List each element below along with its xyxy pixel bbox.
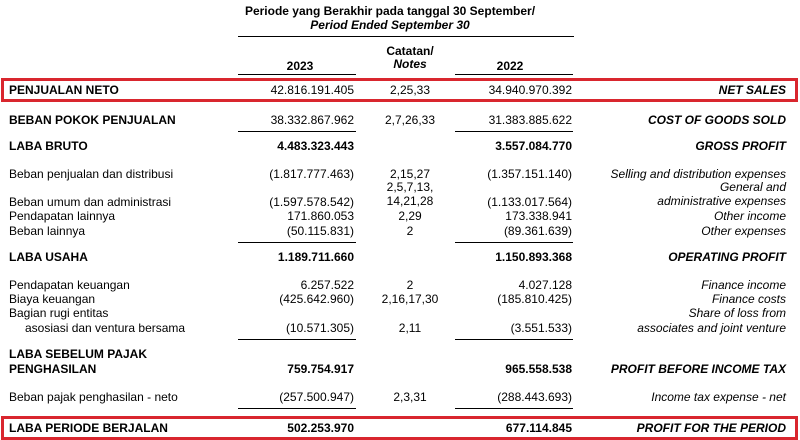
rule-tax-2023 xyxy=(238,408,356,409)
row-fin-income-notes: 2 xyxy=(406,278,414,292)
row-share-loss-2023: (10.571.305) xyxy=(285,321,354,335)
row-other-exp-2022: (89.361.639) xyxy=(503,224,572,238)
row-other-exp-en: Other expenses xyxy=(701,224,786,238)
row-operating-2023: 1.189.711.660 xyxy=(277,250,354,264)
row-cogs-en: COST OF GOODS SOLD xyxy=(647,113,786,127)
highlight-net-sales xyxy=(1,78,798,102)
row-fin-income-2023: 6.257.522 xyxy=(300,278,354,292)
row-pbt-en: PROFIT BEFORE INCOME TAX xyxy=(610,362,786,376)
row-net-profit-2022: 677.114.845 xyxy=(505,421,572,435)
row-tax-2022: (288.443.693) xyxy=(497,390,572,404)
row-fin-cost-en: Finance costs xyxy=(711,292,786,306)
row-pbt-2022: 965.558.538 xyxy=(505,362,572,376)
rule-cogs-2022 xyxy=(455,131,573,132)
header-rule xyxy=(238,36,574,37)
row-tax-label: Beban pajak penghasilan - neto xyxy=(9,390,178,404)
period-header-en: Period Ended September 30 xyxy=(310,18,470,32)
row-gross-2023: 4.483.323.443 xyxy=(277,139,354,153)
row-other-income-notes: 2,29 xyxy=(398,209,422,223)
row-other-exp-notes: 2 xyxy=(406,224,414,238)
row-selling-en: Selling and distribution expenses xyxy=(610,167,786,181)
row-selling-label: Beban penjualan dan distribusi xyxy=(9,167,174,181)
row-share-loss-label-1: Bagian rugi entitas xyxy=(9,306,109,320)
row-cogs-2022: 31.383.885.622 xyxy=(488,113,572,127)
row-admin-notes-1: 2,5,7,13, xyxy=(386,180,434,194)
row-share-loss-label-2: asosiasi dan ventura bersama xyxy=(25,321,186,335)
row-admin-2022: (1.133.017.564) xyxy=(487,195,572,209)
row-net-sales-notes: 2,25,33 xyxy=(389,83,431,97)
rule-cogs-2023 xyxy=(238,131,356,132)
row-fin-income-en: Finance income xyxy=(701,278,786,292)
row-share-loss-en-1: Share of loss from xyxy=(688,306,786,320)
row-pbt-2023: 759.754.917 xyxy=(287,362,354,376)
row-other-exp-2023: (50.115.831) xyxy=(286,224,354,238)
row-tax-notes: 2,3,31 xyxy=(393,390,427,404)
rule-fin-2023 xyxy=(238,339,356,340)
row-fin-cost-label: Biaya keuangan xyxy=(9,292,96,306)
row-gross-2022: 3.557.084.770 xyxy=(495,139,572,153)
row-tax-2023: (257.500.947) xyxy=(279,390,354,404)
rule-opex-2023 xyxy=(238,242,356,243)
row-fin-cost-notes: 2,16,17,30 xyxy=(381,292,439,306)
row-fin-cost-2023: (425.642.960) xyxy=(279,292,354,306)
row-cogs-label: BEBAN POKOK PENJUALAN xyxy=(9,113,176,127)
row-other-income-2023: 171.860.053 xyxy=(287,209,354,223)
row-pbt-label-2: PENGHASILAN xyxy=(9,362,97,376)
notes-header-en: Notes xyxy=(393,57,427,71)
row-fin-income-label: Pendapatan keuangan xyxy=(9,278,130,292)
rule-opex-2022 xyxy=(455,242,573,243)
row-operating-en: OPERATING PROFIT xyxy=(668,250,786,264)
row-operating-label: LABA USAHA xyxy=(9,250,88,264)
row-net-profit-label: LABA PERIODE BERJALAN xyxy=(9,421,168,435)
row-cogs-notes: 2,7,26,33 xyxy=(384,113,436,127)
row-fin-income-2022: 4.027.128 xyxy=(518,278,572,292)
row-admin-label: Beban umum dan administrasi xyxy=(9,195,172,209)
row-pbt-label-1: LABA SEBELUM PAJAK xyxy=(9,347,148,361)
row-net-sales-label: PENJUALAN NETO xyxy=(9,83,119,97)
rule-fin-2022 xyxy=(455,339,573,340)
row-admin-en-2: administrative expenses xyxy=(657,194,786,208)
row-other-income-en: Other income xyxy=(713,209,786,223)
col-header-2022: 2022 xyxy=(496,59,524,73)
period-header-id: Periode yang Berakhir pada tanggal 30 Se… xyxy=(244,4,536,18)
row-selling-2022: (1.357.151.140) xyxy=(487,167,572,181)
row-gross-label: LABA BRUTO xyxy=(9,139,88,153)
rule-2023 xyxy=(238,74,356,75)
rule-2022 xyxy=(455,74,573,75)
row-admin-2023: (1.597.578.542) xyxy=(269,195,354,209)
row-fin-cost-2022: (185.810.425) xyxy=(497,292,572,306)
row-other-exp-label: Beban lainnya xyxy=(9,224,86,238)
rule-tax-2022 xyxy=(455,408,573,409)
row-net-sales-2023: 42.816.191.405 xyxy=(270,83,354,97)
row-operating-2022: 1.150.893.368 xyxy=(495,250,572,264)
row-tax-en: Income tax expense - net xyxy=(651,390,786,404)
highlight-net-profit xyxy=(1,416,798,440)
row-share-loss-en-2: associates and joint venture xyxy=(637,321,786,335)
row-share-loss-notes: 2,11 xyxy=(398,321,422,335)
row-share-loss-2022: (3.551.533) xyxy=(510,321,572,335)
row-selling-notes: 2,15,27 xyxy=(389,167,431,181)
row-net-profit-2023: 502.253.970 xyxy=(287,421,354,435)
row-net-sales-2022: 34.940.970.392 xyxy=(488,83,572,97)
row-admin-notes-2: 14,21,28 xyxy=(386,194,434,208)
row-cogs-2023: 38.332.867.962 xyxy=(270,113,354,127)
row-selling-2023: (1.817.777.463) xyxy=(269,167,354,181)
row-other-income-2022: 173.338.941 xyxy=(505,209,572,223)
col-header-2023: 2023 xyxy=(286,59,314,73)
row-gross-en: GROSS PROFIT xyxy=(695,139,786,153)
row-admin-en-1: General and xyxy=(719,180,786,194)
notes-header-id: Catatan/ xyxy=(386,44,434,58)
row-net-profit-en: PROFIT FOR THE PERIOD xyxy=(636,421,786,435)
row-other-income-label: Pendapatan lainnya xyxy=(9,209,116,223)
row-net-sales-en: NET SALES xyxy=(718,83,786,97)
